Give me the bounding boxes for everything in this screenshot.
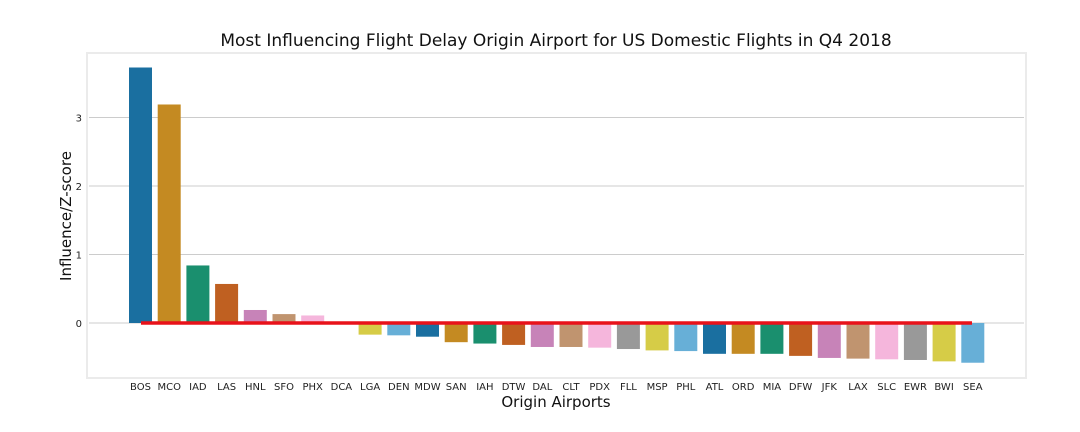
- x-axis-label: Origin Airports: [501, 393, 610, 411]
- y-tick-label: 3: [76, 114, 82, 125]
- x-tick-label-bwi: BWI: [934, 382, 953, 393]
- x-tick-label-iad: IAD: [189, 382, 207, 393]
- x-tick-label-lga: LGA: [360, 382, 380, 393]
- x-tick-label-phl: PHL: [676, 382, 696, 393]
- x-tick-labels: BOS MCO IAD LAS HNL SFO PHX DCA LGA DEN MDW SAN IAH D…: [130, 382, 983, 393]
- y-axis-label: Influence/Z-score: [57, 151, 75, 281]
- x-tick-label-san: SAN: [446, 382, 467, 393]
- x-tick-label-ewr: EWR: [904, 382, 927, 393]
- bar-pdx: [588, 323, 612, 348]
- bars: [129, 67, 985, 363]
- x-tick-label-mia: MIA: [763, 382, 782, 393]
- bar-fll: [616, 323, 640, 350]
- x-tick-label-dtw: DTW: [502, 382, 526, 393]
- chart-title: Most Influencing Flight Delay Origin Air…: [220, 31, 891, 51]
- x-tick-label-pdx: PDX: [589, 382, 610, 393]
- bar-msp: [645, 323, 669, 351]
- x-tick-label-iah: IAH: [476, 382, 493, 393]
- x-tick-label-den: DEN: [388, 382, 410, 393]
- bar-las: [215, 283, 239, 323]
- bar-jfk: [817, 323, 841, 358]
- x-tick-label-jfk: JFK: [821, 382, 838, 393]
- bar-ord: [731, 323, 755, 354]
- bar-phl: [674, 323, 698, 352]
- x-tick-label-hnl: HNL: [245, 382, 266, 393]
- x-tick-label-ord: ORD: [732, 382, 755, 393]
- x-tick-label-clt: CLT: [562, 382, 580, 393]
- x-tick-label-fll: FLL: [620, 382, 637, 393]
- bar-dal: [530, 323, 554, 347]
- x-tick-label-atl: ATL: [706, 382, 724, 393]
- y-tick-labels: 0 1 2 3: [76, 114, 82, 331]
- x-tick-label-dal: DAL: [532, 382, 552, 393]
- x-tick-label-las: LAS: [217, 382, 236, 393]
- bar-bwi: [932, 323, 956, 362]
- y-tick-label: 1: [76, 251, 82, 262]
- bar-slc: [875, 323, 899, 360]
- bar-sea: [961, 323, 985, 363]
- x-tick-label-sfo: SFO: [274, 382, 294, 393]
- y-tick-label: 2: [76, 182, 82, 193]
- x-tick-label-dca: DCA: [331, 382, 353, 393]
- bar-mco: [157, 104, 181, 324]
- x-tick-label-phx: PHX: [302, 382, 323, 393]
- bar-atl: [703, 323, 726, 354]
- bar-phx: [301, 315, 325, 323]
- x-tick-label-dfw: DFW: [789, 382, 812, 393]
- bar-mia: [760, 323, 784, 354]
- bar-sfo: [272, 314, 296, 323]
- x-tick-label-mdw: MDW: [414, 382, 440, 393]
- bar-mdw: [416, 323, 439, 337]
- bar-lax: [846, 323, 870, 359]
- bar-den: [387, 323, 411, 336]
- bar-clt: [559, 323, 583, 347]
- bar-bos: [129, 67, 152, 323]
- bar-dfw: [789, 323, 813, 356]
- bar-san: [444, 323, 468, 343]
- x-tick-label-sea: SEA: [963, 382, 983, 393]
- x-tick-label-msp: MSP: [647, 382, 668, 393]
- bar-hnl: [243, 309, 267, 323]
- x-tick-label-mco: MCO: [157, 382, 181, 393]
- bar-ewr: [903, 323, 927, 360]
- bar-iad: [186, 265, 210, 323]
- bar-lga: [358, 323, 382, 335]
- x-tick-label-bos: BOS: [130, 382, 151, 393]
- x-tick-label-lax: LAX: [848, 382, 868, 393]
- x-tick-label-slc: SLC: [877, 382, 896, 393]
- bar-iah: [473, 323, 497, 344]
- y-tick-label: 0: [76, 319, 82, 330]
- bar-dtw: [502, 323, 526, 345]
